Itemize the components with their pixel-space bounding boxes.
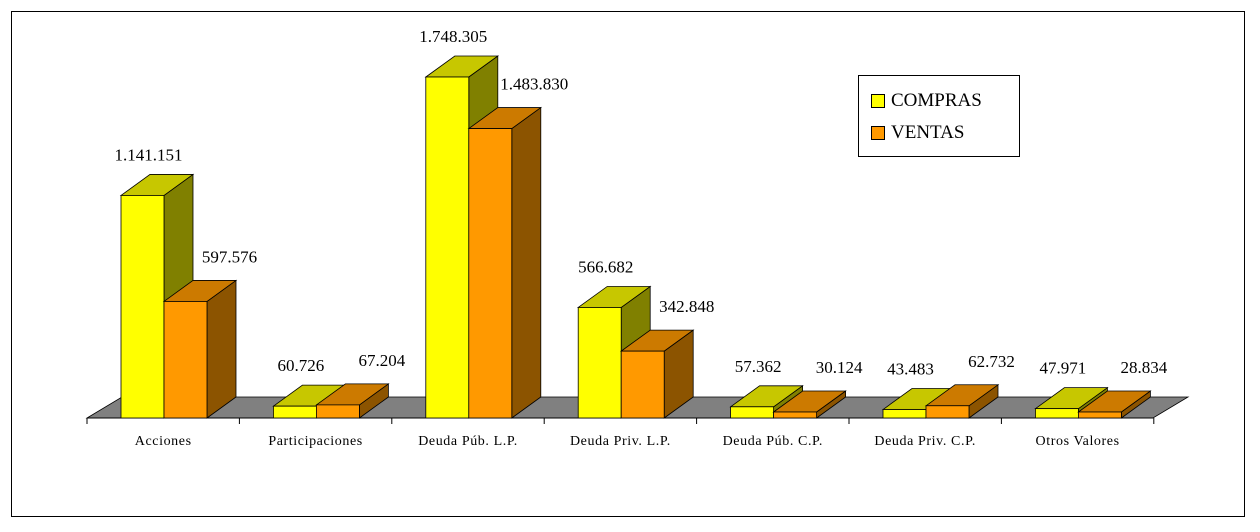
data-label-compras-acciones: 1.141.151 (115, 145, 183, 164)
chart-frame (11, 11, 1245, 517)
legend: COMPRAS VENTAS (858, 75, 1020, 157)
x-tick-label-acciones: Acciones (135, 434, 192, 449)
x-tick-label-otros-valores: Otros Valores (1036, 434, 1120, 449)
bar-ventas-participaciones (315, 383, 390, 419)
data-label-ventas-deuda-pub-c-p: 30.124 (816, 358, 863, 377)
data-label-compras-otros-valores: 47.971 (1040, 359, 1087, 378)
bar-ventas-deuda-pub-l-p (467, 106, 543, 419)
x-tick-label-deuda-pub-l-p: Deuda Púb. L.P. (418, 434, 518, 449)
data-label-ventas-deuda-pub-l-p: 1.483.830 (500, 75, 568, 94)
data-label-ventas-deuda-priv-l-p: 342.848 (659, 297, 714, 316)
x-axis (86, 417, 1155, 424)
legend-item-compras: COMPRAS (871, 90, 982, 112)
data-labels: 1.141.151 597.576 60.726 67.204 1.748.305 1.4… (115, 27, 1168, 379)
data-label-ventas-otros-valores: 28.834 (1121, 358, 1168, 377)
bar-ventas-deuda-priv-c-p (924, 383, 1000, 419)
x-tick-label-deuda-pub-c-p: Deuda Púb. C.P. (723, 434, 823, 449)
x-tick-label-deuda-priv-l-p: Deuda Priv. L.P. (570, 434, 671, 449)
legend-label-ventas: VENTAS (891, 122, 965, 143)
data-label-ventas-acciones: 597.576 (202, 247, 257, 266)
data-label-ventas-deuda-priv-c-p: 62.732 (968, 352, 1015, 371)
data-label-compras-deuda-pub-c-p: 57.362 (735, 357, 782, 376)
data-label-compras-participaciones: 60.726 (278, 356, 325, 375)
bar-ventas-deuda-priv-l-p (619, 329, 695, 419)
bar-ventas-acciones (162, 279, 238, 419)
data-label-compras-deuda-priv-c-p: 43.483 (887, 360, 934, 379)
legend-swatch-compras (871, 94, 885, 108)
x-tick-label-participaciones: Participaciones (268, 434, 363, 449)
data-label-ventas-participaciones: 67.204 (359, 351, 406, 370)
bar-ventas-otros-valores (1077, 390, 1152, 419)
data-label-compras-deuda-pub-l-p: 1.748.305 (419, 27, 487, 46)
bars (119, 55, 1152, 419)
data-label-compras-deuda-priv-l-p: 566.682 (578, 257, 633, 276)
legend-item-ventas: VENTAS (871, 122, 964, 144)
bar-ventas-deuda-pub-c-p (772, 390, 847, 419)
legend-swatch-ventas (871, 126, 885, 140)
legend-label-compras: COMPRAS (891, 90, 982, 111)
x-tick-label-deuda-priv-c-p: Deuda Priv. C.P. (874, 434, 976, 449)
x-tick-labels: Acciones Participaciones Deuda Púb. L.P. De… (135, 434, 1120, 449)
